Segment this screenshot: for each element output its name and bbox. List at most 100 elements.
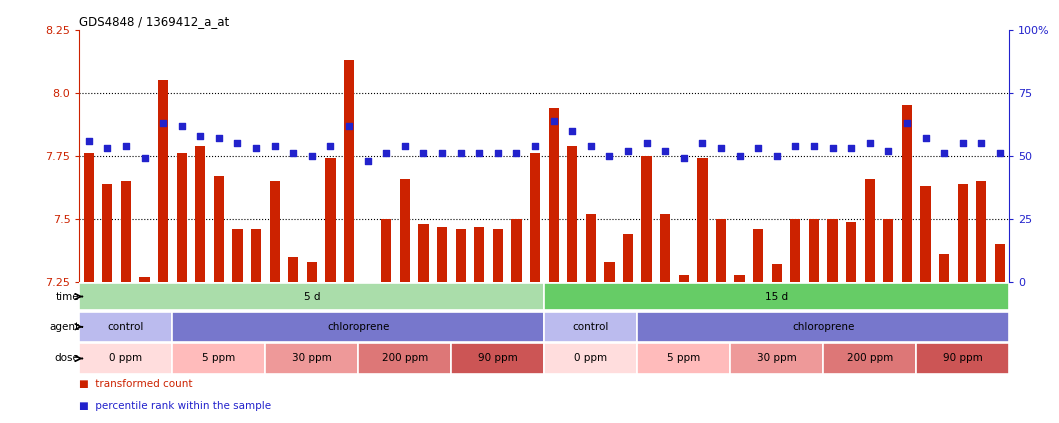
Point [750, 145, 767, 152]
Bar [586, 214, 596, 282]
Bar [638, 311, 1009, 342]
Text: chloroprene: chloroprene [792, 322, 855, 332]
Bar [492, 229, 503, 282]
Bar [232, 229, 243, 282]
Bar [140, 277, 149, 282]
Point [936, 150, 953, 157]
Point [639, 140, 656, 147]
Bar [195, 146, 205, 282]
Point [285, 150, 302, 157]
Point [563, 127, 580, 134]
Bar [325, 158, 336, 282]
Bar [697, 158, 707, 282]
Point [471, 150, 488, 157]
Bar [638, 343, 731, 374]
Point [415, 150, 432, 157]
Point [98, 145, 115, 152]
Point [657, 148, 674, 154]
Point [155, 120, 172, 126]
Text: 5 ppm: 5 ppm [202, 354, 235, 363]
Text: 5 ppm: 5 ppm [667, 354, 700, 363]
Text: 30 ppm: 30 ppm [757, 354, 796, 363]
Point [582, 143, 599, 149]
Point [787, 143, 804, 149]
Point [824, 145, 841, 152]
Point [769, 153, 786, 159]
Bar [902, 105, 912, 282]
Text: GDS4848 / 1369412_a_at: GDS4848 / 1369412_a_at [79, 16, 230, 28]
Text: 0 ppm: 0 ppm [109, 354, 143, 363]
Point [396, 143, 413, 149]
Point [713, 145, 730, 152]
Point [229, 140, 246, 147]
Bar [266, 343, 358, 374]
Bar [158, 80, 168, 282]
Bar [864, 179, 875, 282]
Point [731, 153, 748, 159]
Point [508, 150, 525, 157]
Point [341, 122, 358, 129]
Bar [976, 181, 986, 282]
Bar [605, 262, 614, 282]
Text: ■  percentile rank within the sample: ■ percentile rank within the sample [79, 401, 271, 411]
Text: 90 ppm: 90 ppm [478, 354, 518, 363]
Point [174, 122, 191, 129]
Bar [772, 264, 782, 282]
Bar [716, 219, 726, 282]
Point [192, 132, 209, 139]
Bar [916, 343, 1009, 374]
Bar [79, 311, 173, 342]
Bar [883, 219, 894, 282]
Bar [957, 184, 968, 282]
Bar [568, 146, 577, 282]
Bar [344, 60, 354, 282]
Bar [399, 179, 410, 282]
Text: 200 ppm: 200 ppm [381, 354, 428, 363]
Bar [735, 275, 744, 282]
Bar [679, 275, 689, 282]
Point [118, 143, 134, 149]
Point [211, 135, 228, 142]
Point [452, 150, 469, 157]
Bar [437, 227, 447, 282]
Bar [920, 186, 931, 282]
Bar [418, 224, 429, 282]
Bar [809, 219, 819, 282]
Point [266, 143, 283, 149]
Point [378, 150, 395, 157]
Point [861, 140, 878, 147]
Text: agent: agent [50, 322, 79, 332]
Point [620, 148, 636, 154]
Bar [544, 311, 638, 342]
Text: 30 ppm: 30 ppm [292, 354, 331, 363]
Point [359, 157, 376, 164]
Bar [939, 254, 949, 282]
Bar [214, 176, 225, 282]
Point [991, 150, 1008, 157]
Point [322, 143, 339, 149]
Point [843, 145, 860, 152]
Text: 200 ppm: 200 ppm [846, 354, 893, 363]
Bar [544, 343, 638, 374]
Bar [307, 262, 317, 282]
Bar [846, 222, 857, 282]
Bar [84, 154, 94, 282]
Point [526, 143, 543, 149]
Point [136, 155, 152, 162]
Bar [660, 214, 670, 282]
Point [489, 150, 506, 157]
Point [248, 145, 265, 152]
Bar [823, 343, 916, 374]
Point [880, 148, 897, 154]
Bar [288, 257, 299, 282]
Point [973, 140, 990, 147]
Bar [103, 184, 112, 282]
Text: 15 d: 15 d [766, 291, 788, 302]
Bar [79, 283, 544, 310]
Bar [270, 181, 280, 282]
Point [80, 137, 97, 144]
Point [806, 143, 823, 149]
Bar [121, 181, 131, 282]
Text: 90 ppm: 90 ppm [943, 354, 983, 363]
Bar [455, 229, 466, 282]
